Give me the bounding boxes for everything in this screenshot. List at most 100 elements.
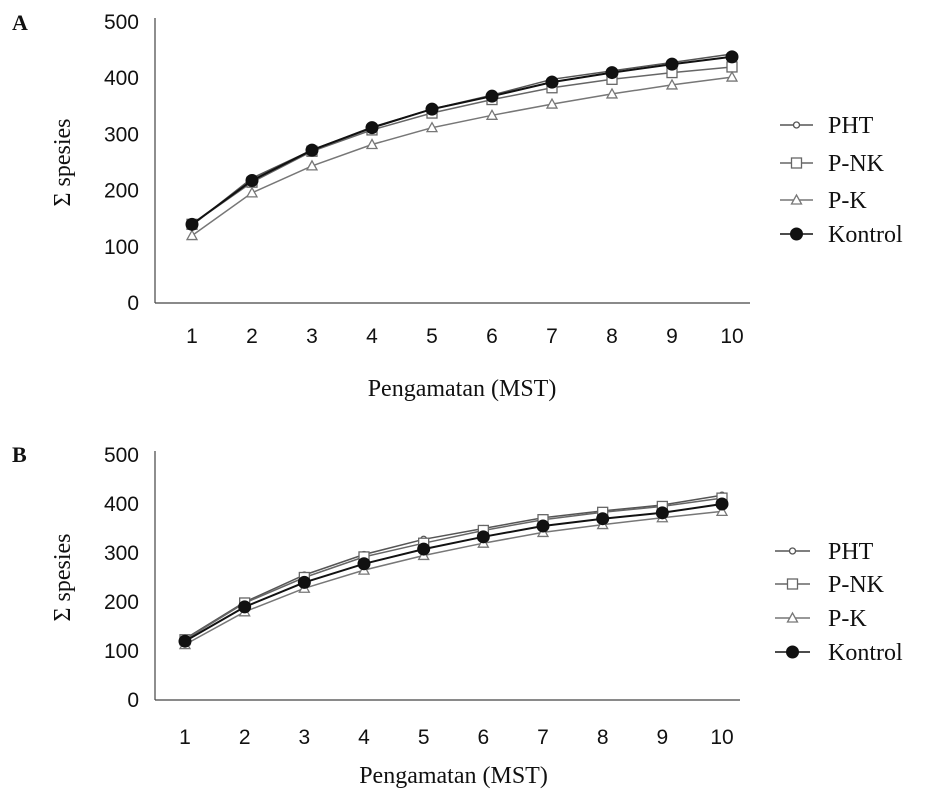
series-kontrol: [178, 497, 729, 648]
x-tick-label: 8: [597, 726, 609, 749]
legend-item: PHT: [780, 113, 874, 139]
x-axis-title: Pengamatan (MST): [368, 376, 557, 402]
x-tick-label: 5: [418, 726, 430, 749]
series-kontrol: [185, 50, 739, 231]
y-tick-label: 0: [127, 292, 139, 315]
y-tick-label: 300: [104, 542, 139, 565]
data-point: [185, 229, 199, 241]
data-point: [305, 159, 319, 171]
x-tick-label: 10: [720, 325, 743, 348]
legend-marker: [790, 157, 803, 169]
data-point: [245, 173, 259, 187]
panel-label: A: [12, 10, 28, 35]
data-point: [715, 505, 729, 516]
data-point: [357, 557, 371, 571]
x-tick-label: 6: [477, 726, 489, 749]
x-tick-label: 3: [298, 726, 310, 749]
y-tick-label: 500: [104, 444, 139, 467]
series-line: [184, 497, 723, 641]
data-point: [185, 217, 199, 231]
data-point: [178, 634, 192, 648]
data-point: [596, 512, 610, 526]
y-tick-label: 100: [104, 236, 139, 259]
series-p-k: [185, 70, 739, 241]
x-tick-label: 9: [656, 726, 668, 749]
legend-marker: [792, 121, 801, 129]
y-tick-label: 200: [104, 591, 139, 614]
legend-item: P-NK: [775, 572, 885, 598]
y-tick-label: 500: [104, 11, 139, 34]
data-point: [485, 108, 499, 120]
x-tick-label: 10: [710, 726, 733, 749]
data-point: [365, 121, 379, 135]
legend-label: P-NK: [828, 572, 885, 598]
data-point: [238, 600, 252, 614]
data-point: [485, 89, 499, 103]
series-line: [191, 76, 733, 237]
legend-label: P-K: [828, 188, 867, 214]
x-tick-label: 2: [239, 726, 251, 749]
data-point: [725, 50, 739, 64]
series-line: [184, 494, 723, 640]
data-point: [605, 87, 619, 99]
y-tick-label: 400: [104, 67, 139, 90]
legend-label: P-K: [828, 606, 867, 632]
legend-marker: [788, 547, 797, 555]
legend-marker: [790, 227, 803, 241]
legend-item: Kontrol: [780, 222, 903, 248]
y-axis-title: Σ spesies: [50, 119, 76, 207]
data-point: [725, 70, 739, 82]
data-point: [655, 506, 669, 520]
x-tick-label: 1: [186, 325, 198, 348]
legend-label: Kontrol: [828, 640, 903, 666]
chart-panel-a: A 0 100 200 300 400 500 1 2 3 4 5 6 7 8 9 10 Pengamatan (…: [12, 10, 903, 402]
data-point: [365, 138, 379, 150]
legend-item: P-K: [780, 188, 867, 214]
x-tick-label: 9: [666, 325, 678, 348]
series-line: [191, 66, 733, 225]
y-tick-label: 300: [104, 123, 139, 146]
x-tick-label: 4: [366, 325, 378, 348]
legend-item: P-NK: [780, 151, 885, 177]
data-point: [726, 61, 738, 73]
legend-item: Kontrol: [775, 640, 903, 666]
data-point: [425, 102, 439, 116]
x-tick-label: 3: [306, 325, 318, 348]
legend-item: P-K: [775, 606, 867, 632]
series-line: [191, 53, 733, 226]
legend: PHT P-NK P-K Kontrol: [775, 539, 903, 666]
data-point: [417, 542, 431, 556]
data-point: [545, 97, 559, 109]
panel-label: B: [12, 442, 27, 467]
legend-marker: [790, 193, 803, 205]
x-tick-label: 1: [179, 726, 191, 749]
x-tick-label: 2: [246, 325, 258, 348]
legend-label: Kontrol: [828, 222, 903, 248]
legend-marker: [786, 645, 799, 659]
series-p-nk: [179, 492, 728, 646]
data-point: [245, 186, 259, 198]
x-axis-title: Pengamatan (MST): [359, 763, 548, 789]
x-tick-label: 8: [606, 325, 618, 348]
series-line: [184, 510, 723, 646]
chart-panel-b: B 0 100 200 300 400 500 1 2 3 4 5 6 7 8 9 10 Pengamatan (…: [12, 442, 903, 789]
series-p-k: [178, 505, 729, 650]
data-point: [545, 75, 559, 89]
legend-label: PHT: [828, 113, 874, 139]
data-point: [305, 143, 319, 157]
legend-label: PHT: [828, 539, 874, 565]
data-point: [665, 78, 679, 90]
series-line: [191, 55, 733, 226]
series-pht: [188, 50, 736, 230]
y-axis-title: Σ spesies: [50, 534, 76, 622]
x-tick-label: 6: [486, 325, 498, 348]
legend-label: P-NK: [828, 151, 885, 177]
legend-item: PHT: [775, 539, 874, 565]
y-tick-label: 0: [127, 689, 139, 712]
data-point: [665, 57, 679, 71]
data-point: [715, 497, 729, 511]
series-line: [184, 503, 723, 643]
x-tick-label: 7: [537, 726, 549, 749]
legend-marker: [786, 611, 799, 623]
